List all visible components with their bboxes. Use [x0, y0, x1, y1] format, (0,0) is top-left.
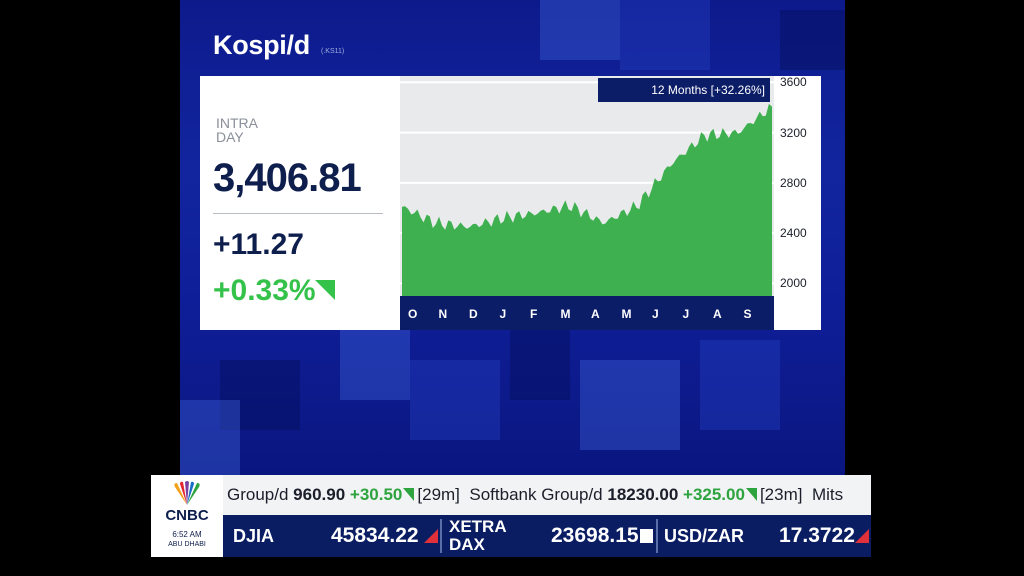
- x-tick-label: A: [713, 307, 722, 321]
- ticker-row-bottom: DJIA 45834.22 XETRA DAX 23698.15 USD/ZAR…: [223, 515, 871, 557]
- bg-cube: [510, 330, 570, 400]
- ticker-crawl: Group/d 960.90 +30.50 [29m] Softbank Grou…: [227, 485, 843, 505]
- y-axis: 3600 3200 2800 2400 2000: [774, 75, 821, 330]
- network-logo: CNBC 6:52 AM ABU DHABI: [151, 475, 223, 557]
- down-arrow-icon: [424, 529, 438, 543]
- price-value: 3,406.81: [213, 156, 362, 200]
- ticker-name: DJIA: [233, 526, 275, 546]
- range-badge: 12 Months [+32.26%]: [598, 78, 770, 102]
- y-tick-label: 2400: [780, 226, 807, 241]
- ticker-value: 18230.00: [607, 485, 679, 504]
- page-title: Kospi/d: [213, 30, 310, 60]
- quote-card: INTRA DAY 3,406.81 +11.27 +0.33% 12 Mont…: [200, 75, 821, 330]
- x-tick-label: O: [408, 307, 418, 321]
- bg-cube: [780, 10, 845, 70]
- divider: [213, 213, 383, 214]
- quote-panel: INTRA DAY 3,406.81 +11.27 +0.33%: [200, 76, 400, 330]
- clock-time: 6:52 AM: [172, 530, 202, 539]
- brand-text: CNBC: [165, 507, 209, 524]
- x-tick-label: D: [469, 307, 478, 321]
- clock-city: ABU DHABI: [168, 541, 206, 548]
- x-tick-label: J: [652, 307, 659, 321]
- x-tick-label: A: [591, 307, 600, 321]
- x-tick-label: J: [499, 307, 507, 321]
- intraday-label-line2: DAY: [216, 129, 244, 145]
- up-arrow-icon: [745, 488, 757, 501]
- up-arrow-icon: [403, 488, 415, 501]
- bg-cube: [700, 340, 780, 430]
- bg-cube: [620, 0, 710, 70]
- price-chart: [400, 81, 774, 297]
- ticker-bar: CNBC 6:52 AM ABU DHABI Group/d 960.90 +3…: [151, 475, 871, 557]
- peacock-icon: [174, 481, 200, 505]
- ticker-change: +30.50: [349, 485, 403, 504]
- change-value: +11.27: [213, 228, 304, 261]
- ticker-name: Mits: [811, 485, 844, 504]
- bg-cube: [540, 0, 620, 60]
- ticker-name: XETRA DAX: [449, 518, 507, 560]
- percent-change: +0.33%: [213, 274, 316, 307]
- bg-cube: [180, 400, 240, 475]
- bg-cube: [340, 330, 410, 400]
- price-area-series: [402, 103, 772, 297]
- ticker-value: 960.90: [293, 485, 346, 504]
- x-tick-label: N: [438, 307, 448, 321]
- bg-cube: [580, 360, 680, 450]
- y-tick-label: 3600: [780, 75, 807, 90]
- chart-plot-area: [400, 76, 774, 297]
- y-tick-label: 3200: [780, 125, 807, 140]
- y-tick-label: 2000: [780, 276, 807, 291]
- ticker-row-top: Group/d 960.90 +30.50 [29m] Softbank Grou…: [223, 475, 871, 515]
- up-arrow-icon: [315, 280, 335, 300]
- ticker-name: Softbank Group/d: [469, 485, 603, 504]
- ticker-change: +325.00: [683, 485, 745, 504]
- bg-cube: [410, 360, 500, 440]
- x-tick-label: F: [530, 307, 538, 321]
- separator: [440, 519, 442, 553]
- flat-square-icon: [640, 529, 653, 543]
- ticker-age: [23m]: [759, 485, 803, 504]
- ticker-name: USD/ZAR: [664, 526, 744, 546]
- ticker-name: Group/d: [227, 485, 289, 504]
- x-tick-label: M: [621, 307, 632, 321]
- x-tick-label: J: [682, 307, 690, 321]
- symbol-label: (.KS11): [321, 48, 345, 55]
- intraday-label: INTRA DAY: [216, 116, 258, 144]
- bg-cube: [220, 360, 300, 430]
- separator: [656, 519, 658, 553]
- x-tick-label: S: [743, 307, 752, 321]
- ticker-name-line1: XETRA: [449, 517, 507, 536]
- down-arrow-icon: [855, 529, 869, 543]
- x-tick-label: M: [560, 307, 571, 321]
- y-tick-label: 2800: [780, 175, 807, 190]
- ticker-value: 17.3722: [779, 524, 855, 547]
- ticker-name-line2: DAX: [449, 535, 485, 554]
- ticker-value: 45834.22: [331, 524, 419, 547]
- ticker-value: 23698.15: [551, 524, 639, 547]
- ticker-age: [29m]: [417, 485, 460, 504]
- intraday-label-line1: INTRA: [216, 115, 258, 131]
